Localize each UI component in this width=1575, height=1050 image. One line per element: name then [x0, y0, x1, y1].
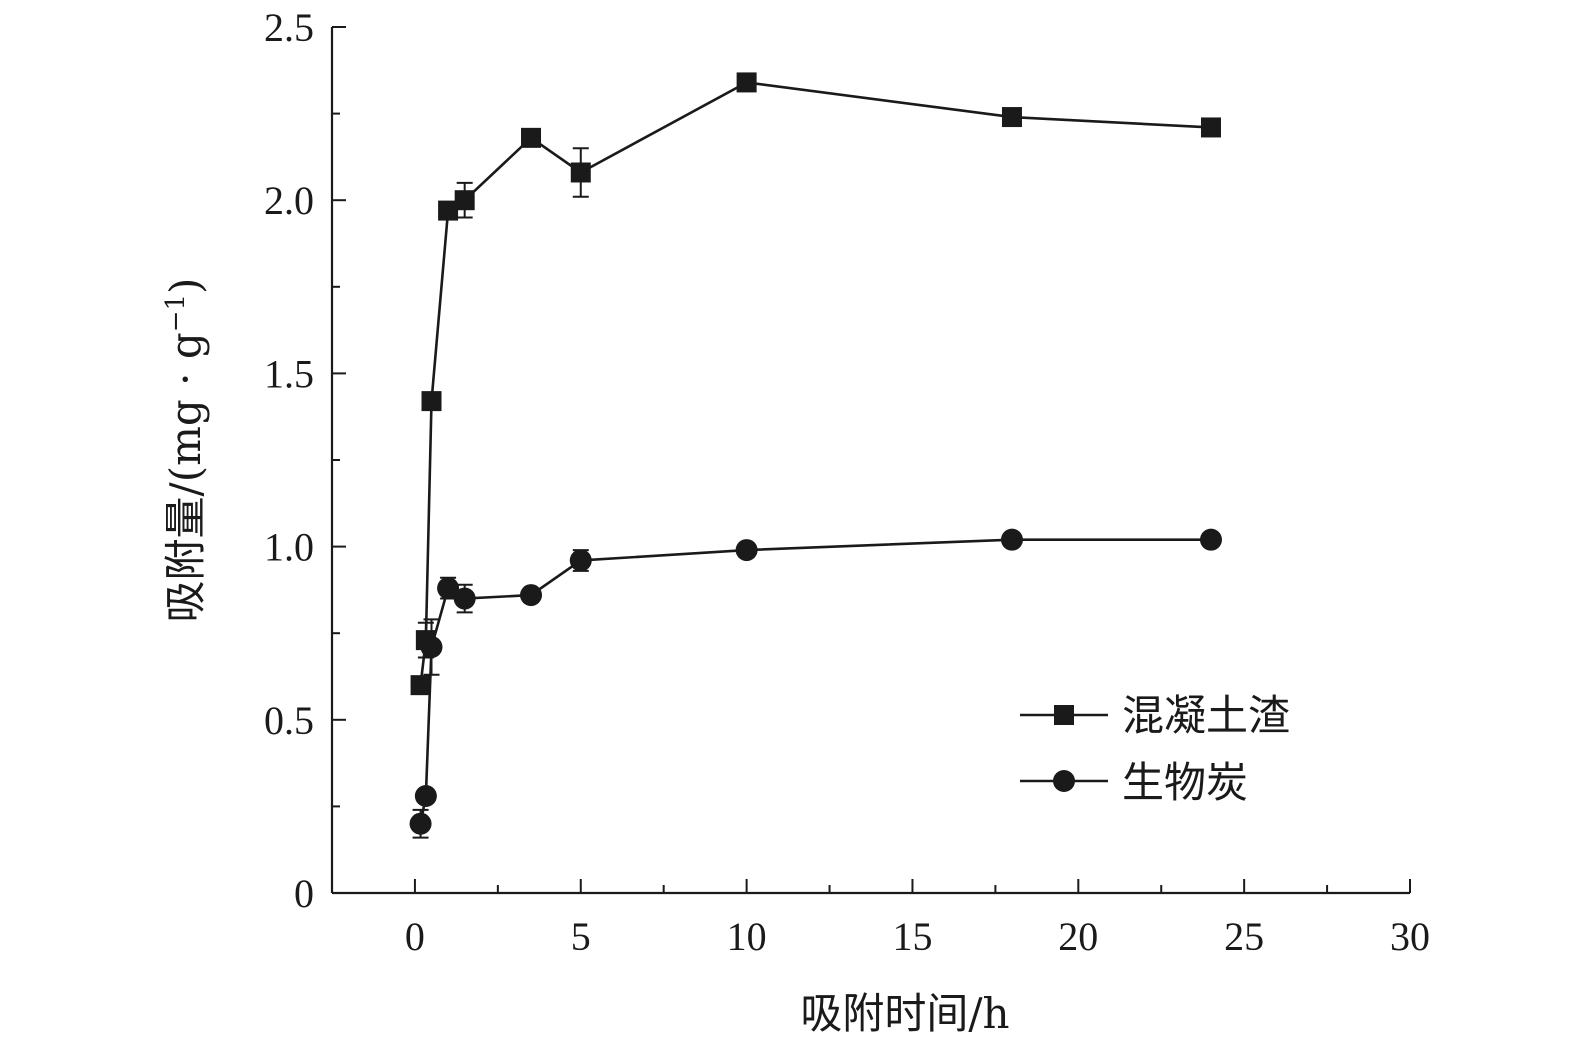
data-point-circle — [414, 785, 437, 808]
y-axis-title: 吸附量/(mg · g−1) — [161, 278, 210, 623]
x-tick-label: 15 — [892, 914, 932, 959]
x-tick-label: 10 — [727, 914, 767, 959]
data-point-square — [410, 675, 431, 696]
series-layer — [409, 72, 1222, 839]
legend-label-biochar: 生物炭 — [1122, 758, 1248, 807]
data-point-square — [438, 200, 459, 221]
data-point-square — [421, 391, 442, 412]
data-point-circle — [437, 577, 460, 600]
data-point-circle — [569, 549, 592, 572]
legend-circle-marker — [1053, 770, 1075, 792]
data-point-circle — [409, 812, 432, 835]
legend-entry-biochar: 生物炭 — [1020, 758, 1248, 807]
data-point-square — [736, 72, 757, 93]
legend: 混凝土渣 生物炭 — [1020, 691, 1290, 807]
data-point-square — [1001, 107, 1022, 128]
y-tick-label: 2.5 — [264, 5, 314, 50]
series-line-biochar — [419, 538, 1211, 824]
y-tick-label: 0 — [294, 871, 314, 916]
x-axis-ticks: 0 5 10 15 20 25 30 — [405, 879, 1430, 959]
y-axis-title-close: ) — [161, 278, 210, 294]
y-tick-label: 0.5 — [264, 698, 314, 743]
data-point-circle — [1199, 528, 1222, 551]
y-tick-label: 2.0 — [264, 178, 314, 223]
series-biochar — [409, 528, 1222, 839]
data-point-circle — [520, 584, 543, 607]
y-tick-label: 1.5 — [264, 351, 314, 396]
x-tick-label: 20 — [1058, 914, 1098, 959]
data-point-circle — [735, 539, 758, 562]
axes — [330, 27, 1410, 895]
x-tick-label: 25 — [1224, 914, 1264, 959]
series-line-concrete-residue — [419, 81, 1212, 686]
data-point-square — [1200, 117, 1221, 138]
data-point-square — [570, 162, 591, 183]
y-axis-title-main: 吸附量/(mg · g — [161, 332, 210, 622]
legend-label-concrete-residue: 混凝土渣 — [1122, 691, 1290, 740]
data-point-square — [454, 190, 475, 211]
legend-entry-concrete-residue: 混凝土渣 — [1020, 691, 1290, 740]
data-point-circle — [1000, 528, 1023, 551]
data-point-circle — [453, 587, 476, 610]
data-point-square — [521, 127, 542, 148]
y-axis-ticks: 0 0.5 1.0 1.5 2.0 2.5 — [264, 5, 346, 916]
x-axis-title: 吸附时间/h — [800, 989, 1009, 1038]
x-tick-label: 0 — [405, 914, 425, 959]
x-tick-label: 30 — [1390, 914, 1430, 959]
series-concrete-residue — [410, 72, 1221, 696]
y-axis-title-superscript: −1 — [161, 294, 191, 332]
x-tick-label: 5 — [571, 914, 591, 959]
legend-square-marker — [1054, 705, 1074, 725]
data-point-circle — [420, 636, 443, 659]
y-tick-label: 1.0 — [264, 525, 314, 570]
